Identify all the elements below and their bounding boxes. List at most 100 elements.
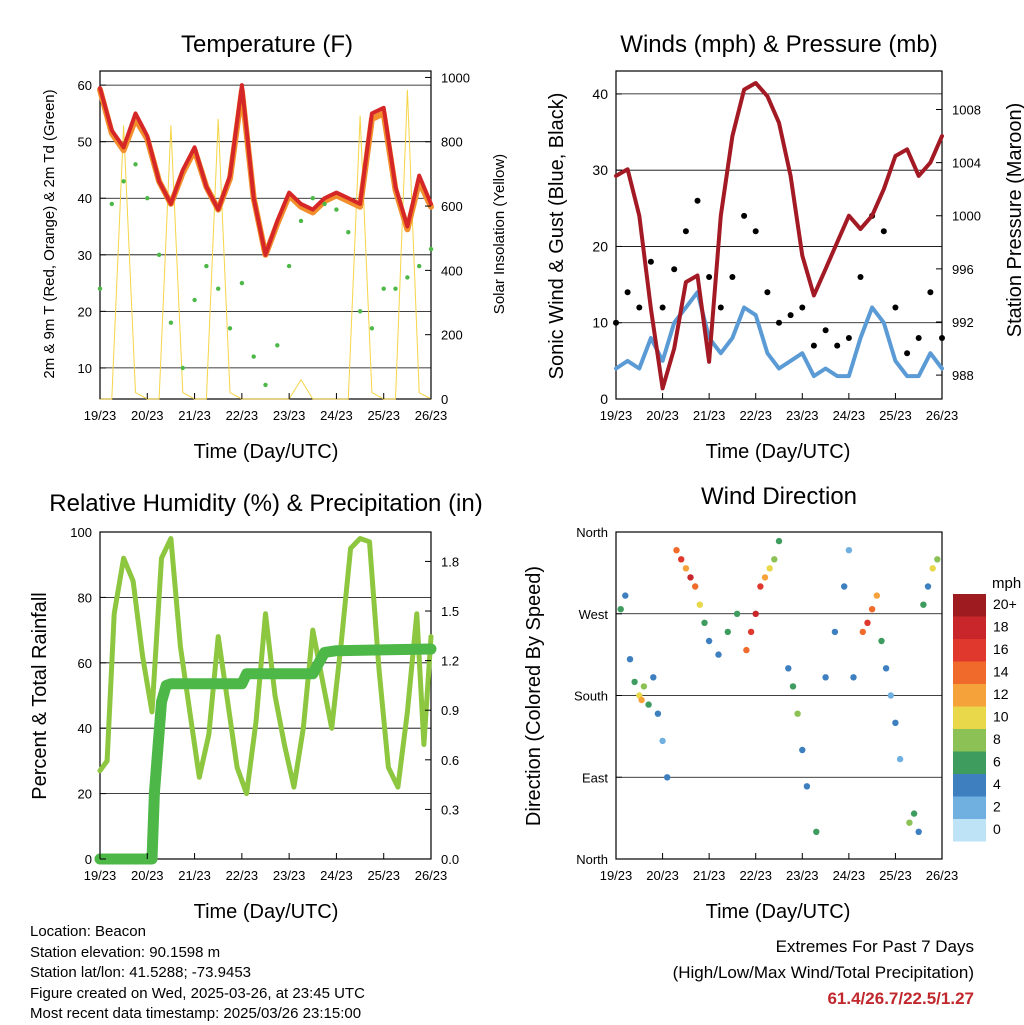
direction-x-label: Time (Day/UTC) bbox=[706, 901, 851, 923]
winds-gridlines bbox=[616, 93, 942, 400]
dewpoint-point bbox=[239, 280, 245, 286]
temperature-left-axis: 10 20 30 40 50 60 bbox=[78, 78, 106, 376]
x-tick-label: 21/23 bbox=[693, 408, 726, 423]
gust-point bbox=[857, 274, 864, 280]
direction-point bbox=[831, 628, 839, 636]
winds-x-axis: 19/23 20/23 21/23 22/23 23/23 24/23 25/23 26/23 bbox=[600, 393, 958, 423]
direction-point bbox=[920, 601, 927, 608]
x-tick-label: 19/23 bbox=[84, 408, 117, 423]
direction-gridlines bbox=[616, 531, 942, 860]
legend-swatch bbox=[953, 639, 986, 662]
x-tick-label: 23/23 bbox=[786, 408, 819, 423]
y-tick-label: West bbox=[579, 607, 609, 622]
x-tick-label: 20/23 bbox=[646, 408, 679, 423]
direction-point bbox=[638, 696, 645, 704]
legend-label: 2 bbox=[993, 799, 1001, 815]
gust-point bbox=[822, 327, 829, 334]
legend-swatch bbox=[953, 729, 986, 752]
humidity-left-axis: 0 20 40 60 80 100 bbox=[70, 525, 106, 867]
direction-point bbox=[682, 565, 690, 572]
direction-point bbox=[743, 646, 750, 654]
direction-point bbox=[696, 601, 703, 608]
x-tick-label: 22/23 bbox=[226, 868, 259, 883]
direction-point bbox=[692, 583, 699, 590]
direction-point bbox=[845, 547, 853, 554]
dewpoint-point bbox=[346, 230, 351, 235]
temperature-series bbox=[97, 83, 434, 400]
direction-point bbox=[631, 678, 638, 686]
x-tick-label: 23/23 bbox=[273, 868, 306, 883]
direction-point bbox=[910, 810, 918, 817]
y-tick-label: 100 bbox=[70, 525, 92, 540]
legend-swatch bbox=[953, 684, 986, 707]
direction-title: Wind Direction bbox=[701, 483, 857, 510]
y-tick-label: 30 bbox=[592, 162, 608, 178]
direction-point bbox=[645, 701, 652, 708]
pressure-y-label: Station Pressure (Maroon) bbox=[1004, 103, 1024, 338]
station-latlon: Station lat/lon: 41.5288; -73.9453 bbox=[30, 964, 252, 981]
temperature-x-axis: 19/23 20/23 21/23 22/23 23/23 24/23 25/23 26/23 bbox=[84, 393, 447, 423]
direction-points bbox=[617, 537, 941, 835]
speed-legend: 20+ 18 16 14 12 10 8 6 4 2 0 bbox=[953, 594, 1017, 842]
direction-point bbox=[752, 610, 759, 617]
x-tick-label: 22/23 bbox=[739, 868, 772, 883]
x-tick-label: 19/23 bbox=[84, 868, 117, 883]
gust-point bbox=[834, 342, 841, 349]
gust-point bbox=[694, 197, 701, 204]
dewpoint-point bbox=[168, 320, 174, 325]
total-rainfall-line bbox=[94, 643, 437, 865]
direction-point bbox=[673, 547, 680, 554]
direction-point bbox=[747, 628, 755, 636]
humidity-panel: Relative Humidity (%) & Precipitation (i… bbox=[29, 490, 483, 923]
legend-swatch bbox=[953, 751, 986, 774]
direction-point bbox=[724, 628, 731, 636]
legend-swatch bbox=[953, 594, 986, 617]
y-tick-label: 30 bbox=[78, 248, 92, 263]
legend-label: 0 bbox=[993, 821, 1001, 837]
y-right-tick-label: 1.2 bbox=[441, 654, 459, 669]
direction-point bbox=[859, 628, 866, 636]
y-tick-label: 10 bbox=[592, 315, 608, 331]
dewpoint-point bbox=[216, 286, 221, 291]
direction-point bbox=[766, 565, 773, 572]
y-right-tick-label: 988 bbox=[952, 368, 974, 383]
direction-left-axis: North East South West North bbox=[574, 525, 622, 867]
gust-point bbox=[659, 304, 666, 311]
solar-right-axis: 0 200 400 600 800 1000 bbox=[425, 70, 470, 407]
dewpoint-point bbox=[145, 196, 150, 201]
pressure-right-axis: 988 992 996 1000 1004 1008 bbox=[936, 103, 981, 383]
x-tick-label: 24/23 bbox=[833, 408, 866, 423]
direction-point bbox=[650, 674, 657, 681]
direction-point bbox=[785, 665, 792, 672]
legend-label: 8 bbox=[993, 731, 1001, 747]
x-tick-label: 25/23 bbox=[879, 868, 912, 883]
direction-point bbox=[701, 619, 708, 626]
extremes-subtitle: (High/Low/Max Wind/Total Precipitation) bbox=[672, 963, 974, 982]
precip-right-axis: 0.0 0.3 0.6 0.9 1.2 1.5 1.8 bbox=[425, 554, 459, 867]
station-location: Location: Beacon bbox=[30, 923, 146, 940]
dewpoint-point bbox=[156, 252, 162, 257]
gust-point bbox=[880, 228, 887, 235]
y-tick-label: 40 bbox=[78, 191, 92, 206]
dewpoint-point bbox=[121, 179, 126, 184]
direction-point bbox=[887, 692, 894, 699]
dewpoint-point bbox=[417, 263, 422, 269]
y-tick-label: 60 bbox=[78, 656, 92, 671]
y-right-tick-label: 1000 bbox=[952, 209, 981, 224]
dewpoint-point bbox=[204, 263, 209, 269]
gust-point bbox=[915, 335, 922, 341]
humidity-y-label: Percent & Total Rainfall bbox=[29, 592, 51, 800]
winds-panel: Winds (mph) & Pressure (mb) 0 10 20 30 40 98… bbox=[546, 31, 1024, 463]
winds-left-axis: 0 10 20 30 40 bbox=[592, 86, 622, 407]
y-tick-label: 40 bbox=[78, 721, 92, 736]
x-tick-label: 23/23 bbox=[786, 868, 819, 883]
dewpoint-point bbox=[286, 263, 292, 269]
x-tick-label: 26/23 bbox=[415, 868, 448, 883]
legend-swatch bbox=[953, 774, 986, 797]
dewpoint-point bbox=[263, 382, 268, 388]
direction-point bbox=[799, 746, 806, 754]
y-tick-label: 80 bbox=[78, 590, 92, 605]
solar-y-label: Solar Insolation (Yellow) bbox=[491, 154, 508, 314]
temperature-gridlines bbox=[100, 84, 431, 369]
legend-label: 10 bbox=[993, 709, 1009, 725]
